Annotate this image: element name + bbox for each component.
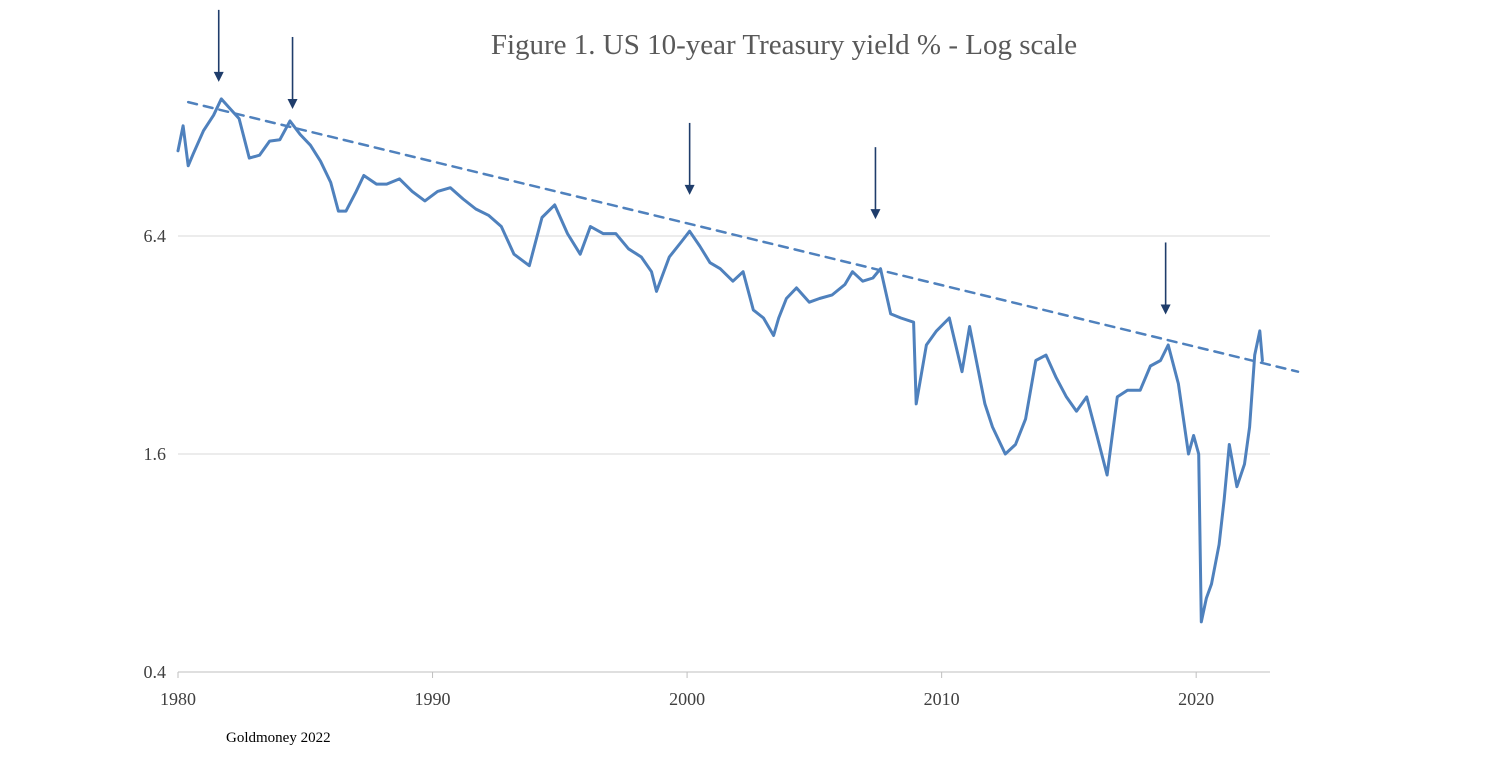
y-tick-label: 6.4 <box>144 226 167 246</box>
annotation-arrows <box>213 9 1171 315</box>
trendline-series <box>186 100 1300 373</box>
series-layer <box>176 97 1300 624</box>
y-tick-label: 0.4 <box>144 662 167 682</box>
axis-labels: 0.4 1.6 6.4 1980 1990 2000 2010 2020 <box>144 226 1215 709</box>
x-tick-label: 2000 <box>669 689 705 709</box>
x-tick-label: 1990 <box>415 689 451 709</box>
arrow-annotation-4 <box>870 147 881 220</box>
y-tick-label: 1.6 <box>144 444 167 464</box>
arrow-annotation-5 <box>1160 242 1171 315</box>
arrow-annotation-3 <box>684 122 695 195</box>
chart-title: Figure 1. US 10-year Treasury yield % - … <box>491 29 1077 61</box>
x-tick-label: 2010 <box>924 689 960 709</box>
x-tick-label: 2020 <box>1178 689 1214 709</box>
x-tick-label: 1980 <box>160 689 196 709</box>
yield-series-line <box>176 97 1264 624</box>
source-label: Goldmoney 2022 <box>226 730 331 746</box>
arrow-annotation-1 <box>213 9 224 82</box>
grid-layer <box>178 235 1270 455</box>
arrow-annotation-2 <box>287 36 298 109</box>
